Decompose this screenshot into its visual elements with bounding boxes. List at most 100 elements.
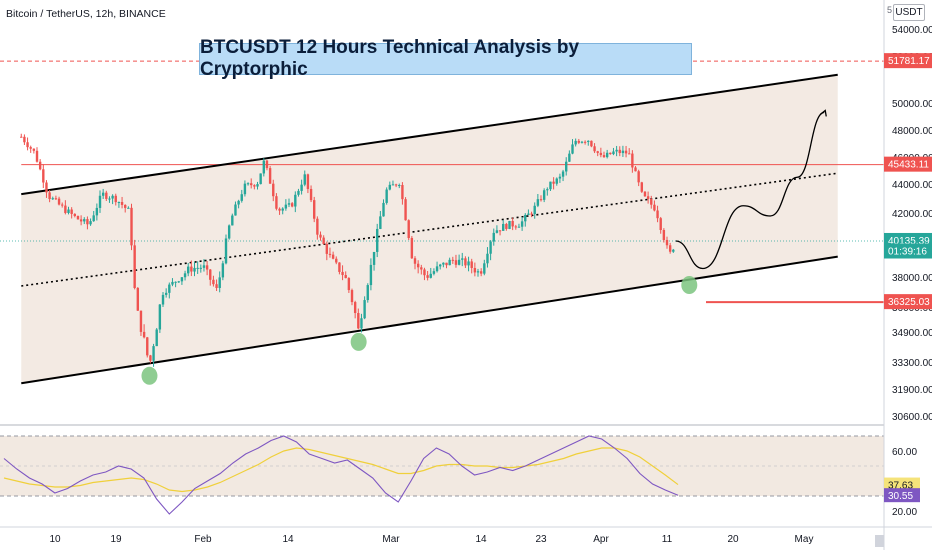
candle-body xyxy=(101,192,105,196)
price-label: 36325.03 xyxy=(888,297,930,308)
candle-body xyxy=(196,267,199,269)
rsi-line xyxy=(3,435,679,515)
candle-body xyxy=(86,219,89,225)
candle-body xyxy=(158,304,162,330)
candle-body xyxy=(127,207,130,209)
candle-body xyxy=(407,220,410,239)
candle-body xyxy=(231,215,234,226)
candle-body xyxy=(401,185,404,200)
candle-body xyxy=(376,228,379,252)
candle-body xyxy=(313,200,316,219)
candle-body xyxy=(64,205,67,213)
candle-body xyxy=(527,213,530,215)
candle-body xyxy=(565,161,568,172)
candle-body xyxy=(486,253,489,264)
candle-body xyxy=(612,151,615,155)
candle-body xyxy=(457,259,461,265)
candle-body xyxy=(435,266,439,272)
currency-unit-button[interactable]: USDT xyxy=(893,4,925,21)
candle-body xyxy=(35,150,39,162)
candle-body xyxy=(161,294,165,305)
candle-body xyxy=(672,249,675,252)
candle-body xyxy=(306,174,310,189)
price-label: 51781.17 xyxy=(888,56,930,67)
candle-body xyxy=(439,264,442,267)
candle-body xyxy=(546,189,549,191)
candle-body xyxy=(335,258,338,263)
time-axis: 10 19 Feb 14 Mar 14 23 Apr 11 20 May xyxy=(0,526,932,547)
candle-body xyxy=(479,271,483,274)
candle-body xyxy=(262,160,266,174)
projection-arrowhead xyxy=(819,109,827,117)
candle-body xyxy=(117,202,121,204)
candle-body xyxy=(243,183,247,195)
rsi-value-label: 30.55 xyxy=(888,491,913,502)
candle-body xyxy=(190,266,193,272)
candle-body xyxy=(294,194,297,207)
chart-title: BTCUSDT 12 Hours Technical Analysis by C… xyxy=(199,37,692,80)
candle-body xyxy=(530,213,533,215)
time-tick-label: 19 xyxy=(110,534,122,545)
candle-body xyxy=(218,277,221,288)
rsi-value-label: 37.63 xyxy=(888,481,913,492)
candle-body xyxy=(514,226,518,228)
rsi-value-bg xyxy=(884,488,920,503)
candle-body xyxy=(234,204,237,216)
candle-body xyxy=(662,230,666,240)
candle-body xyxy=(552,181,555,184)
price-tick-label: 33300.00 xyxy=(892,358,932,369)
candle-body xyxy=(240,194,243,201)
price-tick-label: 42000.00 xyxy=(892,209,932,220)
candle-body xyxy=(180,277,184,282)
time-tick-label: 14 xyxy=(282,534,294,545)
price-label-bg xyxy=(884,243,932,259)
candle-body xyxy=(350,290,354,303)
candle-body xyxy=(391,184,395,186)
price-axis: 54000.0052000.0050000.0048000.0046000.00… xyxy=(883,0,932,550)
candle-body xyxy=(473,267,477,273)
rsi-tick-label: 60.00 xyxy=(892,447,917,458)
candle-body xyxy=(54,198,58,200)
time-tick-label: 20 xyxy=(727,534,739,545)
candle-body xyxy=(599,152,603,156)
candle-body xyxy=(511,220,514,227)
candle-body xyxy=(193,267,196,272)
candle-body xyxy=(61,204,64,206)
price-label-bg xyxy=(884,53,932,69)
candle-body xyxy=(331,254,335,259)
candle-body xyxy=(51,198,54,200)
candle-body xyxy=(57,198,61,205)
candle-body xyxy=(38,161,42,170)
candle-body xyxy=(155,329,158,347)
candle-body xyxy=(212,279,215,285)
candle-body xyxy=(287,203,291,205)
time-tick-label: May xyxy=(795,534,814,545)
candle-body xyxy=(89,221,92,225)
candle-body xyxy=(177,281,180,283)
candle-body xyxy=(432,271,436,274)
price-label-bg xyxy=(884,156,932,172)
price-tick-label: 50000.00 xyxy=(892,99,932,110)
candle-body xyxy=(574,140,577,145)
candle-body xyxy=(250,183,253,186)
candle-body xyxy=(369,264,373,286)
candle-body xyxy=(492,232,495,242)
candle-body xyxy=(29,147,32,149)
candle-body xyxy=(640,182,644,192)
candle-body xyxy=(590,140,593,147)
channel-upper-line xyxy=(21,73,838,196)
candle-body xyxy=(631,153,634,168)
support-marker xyxy=(350,332,367,351)
candle-body xyxy=(265,160,269,169)
support-marker xyxy=(681,276,698,294)
candle-body xyxy=(464,258,467,266)
candle-body xyxy=(328,253,332,255)
candle-body xyxy=(139,310,143,332)
candle-body xyxy=(133,245,136,289)
candle-body xyxy=(259,173,262,185)
candle-body xyxy=(668,245,672,252)
price-tick-label: 44000.00 xyxy=(892,180,932,191)
candle-body xyxy=(67,209,70,213)
candle-body xyxy=(300,184,303,191)
candle-body xyxy=(83,219,86,222)
